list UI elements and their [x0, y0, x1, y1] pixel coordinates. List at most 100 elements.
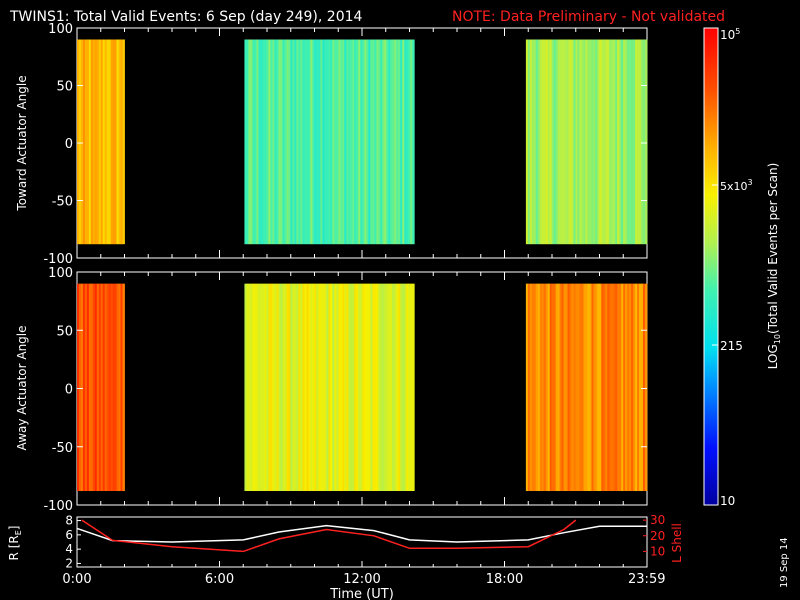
heatmap-stripe — [276, 283, 279, 492]
heatmap-stripe — [398, 283, 401, 492]
heatmap-stripe — [342, 283, 345, 492]
series-line-r — [76, 524, 647, 543]
heatmap-stripe — [537, 283, 541, 492]
heatmap-stripe — [250, 39, 253, 245]
heatmap-segment-0 — [77, 39, 125, 245]
heatmap-stripe — [360, 283, 363, 492]
heatmap-stripe — [613, 39, 616, 245]
heatmap-stripe — [557, 39, 561, 245]
top-heatmap — [77, 39, 648, 245]
heatmap-stripe — [356, 39, 359, 245]
heatmap-stripe — [561, 39, 565, 245]
heatmap-stripe — [280, 283, 283, 492]
heatmap-stripe — [645, 39, 648, 245]
bottom-panel: 100 50 0 -50 -100 Away Actuator Angle — [15, 266, 648, 514]
heatmap-stripe — [378, 39, 381, 245]
heatmap-stripe — [366, 283, 369, 492]
heatmap-stripe — [332, 39, 335, 245]
heatmap-stripe — [400, 283, 403, 492]
heatmap-stripe — [364, 39, 367, 245]
heatmap-stripe — [108, 283, 112, 492]
heatmap-stripe — [84, 39, 88, 245]
heatmap-stripe — [352, 283, 355, 492]
heatmap-stripe — [96, 283, 100, 492]
heatmap-stripe — [611, 39, 614, 245]
heatmap-stripe — [410, 283, 413, 492]
heatmap-stripe — [382, 283, 385, 492]
heatmap-stripe — [525, 283, 529, 492]
heatmap-stripe — [328, 283, 331, 492]
heatmap-stripe — [86, 39, 90, 245]
heatmap-stripe — [294, 283, 297, 492]
heatmap-stripe — [308, 283, 311, 492]
y-tick-label: -100 — [43, 252, 73, 267]
heatmap-stripe — [545, 283, 549, 492]
heatmap-stripe — [104, 39, 108, 245]
heatmap-segment-2 — [525, 39, 648, 245]
heatmap-stripe — [254, 283, 257, 492]
heatmap-stripe — [264, 39, 267, 245]
heatmap-stripe — [348, 283, 351, 492]
heatmap-stripe — [286, 39, 289, 245]
heatmap-stripe — [543, 283, 547, 492]
heatmap-stripe — [80, 39, 84, 245]
heatmap-stripe — [382, 39, 385, 245]
heatmap-stripe — [278, 283, 281, 492]
heatmap-stripe — [100, 39, 104, 245]
heatmap-stripe — [284, 283, 287, 492]
heatmap-stripe — [282, 283, 285, 492]
heatmap-stripe — [298, 39, 301, 245]
orbit-left-tick-label: 8 — [65, 514, 73, 528]
heatmap-stripe — [559, 283, 563, 492]
heatmap-stripe — [322, 39, 325, 245]
heatmap-stripe — [116, 283, 119, 492]
heatmap-stripe — [88, 39, 92, 245]
heatmap-stripe — [390, 39, 393, 245]
heatmap-stripe — [623, 283, 626, 492]
heatmap-stripe — [609, 283, 612, 492]
heatmap-stripe — [593, 39, 596, 245]
heatmap-stripe — [272, 283, 275, 492]
heatmap-stripe — [541, 39, 545, 245]
heatmap-stripe — [545, 39, 549, 245]
heatmap-stripe — [336, 283, 339, 492]
heatmap-stripe — [627, 39, 630, 245]
heatmap-stripe — [244, 39, 247, 245]
y-tick-label: 100 — [48, 266, 73, 281]
heatmap-stripe — [577, 39, 580, 245]
heatmap-stripe — [256, 283, 259, 492]
heatmap-stripe — [553, 39, 557, 245]
heatmap-stripe — [340, 283, 343, 492]
heatmap-stripe — [603, 39, 606, 245]
x-tick-label: 12:00 — [343, 572, 380, 587]
heatmap-stripe — [398, 39, 401, 245]
heatmap-stripe — [260, 39, 263, 245]
heatmap-stripe — [581, 39, 584, 245]
heatmap-stripe — [356, 283, 359, 492]
heatmap-stripe — [633, 283, 636, 492]
heatmap-stripe — [362, 283, 365, 492]
heatmap-stripe — [559, 39, 563, 245]
heatmap-stripe — [555, 39, 559, 245]
heatmap-stripe — [605, 39, 608, 245]
heatmap-stripe — [579, 39, 582, 245]
heatmap-stripe — [551, 283, 555, 492]
heatmap-stripe — [288, 39, 291, 245]
heatmap-stripe — [304, 39, 307, 245]
heatmap-stripe — [334, 39, 337, 245]
heatmap-stripe — [595, 39, 598, 245]
heatmap-stripe — [98, 39, 102, 245]
heatmap-stripe — [386, 283, 389, 492]
heatmap-stripe — [292, 283, 295, 492]
heatmap-stripe — [306, 39, 309, 245]
heatmap-stripe — [563, 39, 566, 245]
heatmap-stripe — [535, 283, 539, 492]
heatmap-stripe — [246, 283, 249, 492]
heatmap-stripe — [338, 283, 341, 492]
heatmap-segment-2 — [525, 283, 648, 492]
heatmap-stripe — [112, 283, 116, 492]
heatmap-stripe — [543, 39, 547, 245]
heatmap-stripe — [609, 39, 612, 245]
